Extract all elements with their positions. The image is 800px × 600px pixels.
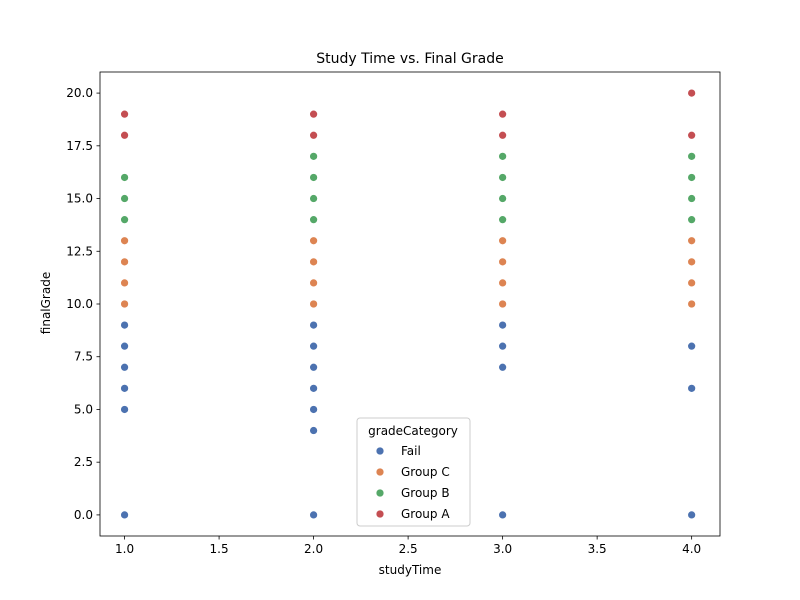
point-group-b (309, 194, 318, 203)
point-fail (120, 362, 129, 372)
point-group-b (309, 173, 318, 182)
legend-label-fail: Fail (401, 444, 421, 458)
legend-marker-group-a (375, 509, 385, 519)
y-tick-label: 17.5 (66, 139, 93, 153)
point-group-c (120, 257, 129, 267)
point-fail (120, 341, 129, 351)
legend-label-group-a: Group A (401, 507, 450, 521)
y-tick-label: 10.0 (66, 297, 93, 311)
point-group-b (687, 151, 697, 161)
point-group-a (309, 130, 318, 140)
point-group-b (120, 215, 129, 225)
y-tick-label: 12.5 (66, 244, 93, 258)
point-group-c (309, 299, 318, 309)
point-group-b (309, 215, 318, 225)
legend-label-group-b: Group B (401, 486, 450, 500)
point-fail (120, 510, 129, 520)
point-fail (687, 383, 697, 393)
point-group-c (120, 278, 129, 288)
point-fail (120, 383, 129, 393)
point-group-a (120, 130, 129, 140)
point-group-c (687, 257, 697, 267)
y-tick-label: 20.0 (66, 86, 93, 100)
point-group-a (120, 109, 129, 119)
point-group-a (498, 109, 507, 119)
point-group-c (120, 299, 129, 309)
point-group-b (687, 215, 697, 225)
x-tick-label: 3.5 (588, 542, 607, 556)
point-group-a (687, 130, 697, 140)
point-group-b (498, 194, 507, 203)
x-axis-label: studyTime (379, 563, 442, 577)
legend-title: gradeCategory (368, 424, 458, 438)
legend-marker-group-c (375, 467, 385, 477)
point-group-c (687, 236, 697, 246)
plot-area: 1.0 1.5 2.0 2.5 3.0 3.5 4.0 0.0 2.5 5.0 7.5 10.0 12.… (66, 71, 721, 556)
point-group-c (498, 236, 507, 246)
point-fail (120, 405, 129, 414)
x-tick-label: 3.0 (493, 542, 512, 556)
y-tick-label: 15.0 (66, 192, 93, 206)
point-group-c (687, 299, 697, 309)
point-group-b (687, 173, 697, 182)
chart-title: Study Time vs. Final Grade (316, 51, 503, 67)
point-group-b (498, 215, 507, 225)
point-group-b (309, 151, 318, 161)
point-fail (687, 510, 697, 520)
y-tick-label: 7.5 (74, 350, 93, 364)
point-group-c (687, 278, 697, 288)
y-axis-label: finalGrade (39, 272, 53, 334)
point-group-c (309, 278, 318, 288)
point-group-c (309, 257, 318, 267)
point-fail (309, 341, 318, 351)
point-fail (309, 405, 318, 414)
point-group-b (120, 194, 129, 203)
point-fail (309, 426, 318, 435)
point-group-a (498, 130, 507, 140)
legend-marker-fail (375, 446, 385, 456)
x-tick-label: 2.5 (399, 542, 418, 556)
legend: gradeCategory Fail Group C Group B Group A (356, 417, 471, 527)
y-tick-label: 5.0 (74, 402, 93, 416)
point-group-c (309, 236, 318, 246)
point-group-a (687, 88, 697, 98)
x-tick-label: 1.5 (210, 542, 229, 556)
point-group-b (687, 194, 697, 203)
point-fail (120, 320, 129, 330)
legend-frame (356, 417, 471, 527)
point-group-b (498, 151, 507, 161)
point-group-a (309, 109, 318, 119)
legend-label-group-c: Group C (401, 465, 450, 479)
point-group-c (498, 299, 507, 309)
y-tick-label: 2.5 (74, 455, 93, 469)
point-fail (498, 510, 507, 520)
point-fail (498, 341, 507, 351)
point-fail (309, 320, 318, 330)
point-fail (498, 320, 507, 330)
point-fail (498, 362, 507, 372)
point-group-c (498, 278, 507, 288)
point-fail (309, 510, 318, 520)
x-tick-label: 1.0 (115, 542, 134, 556)
point-fail (309, 362, 318, 372)
point-group-c (120, 236, 129, 246)
point-fail (687, 341, 697, 351)
x-tick-label: 2.0 (304, 542, 323, 556)
y-tick-label: 0.0 (74, 508, 93, 522)
point-group-b (498, 173, 507, 182)
x-tick-label: 4.0 (682, 542, 701, 556)
point-fail (309, 383, 318, 393)
legend-marker-group-b (375, 488, 385, 498)
point-group-c (498, 257, 507, 267)
point-group-b (120, 173, 129, 182)
